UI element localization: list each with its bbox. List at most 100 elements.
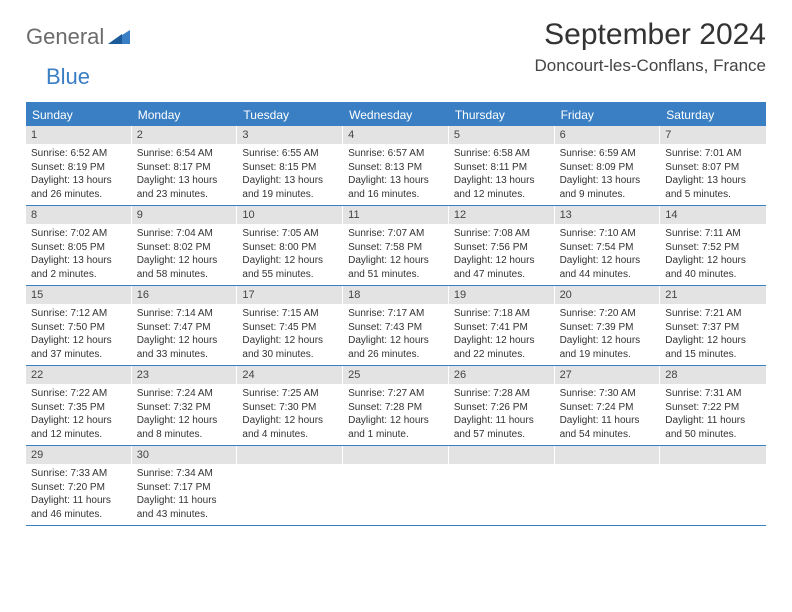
day-cell: 24Sunrise: 7:25 AMSunset: 7:30 PMDayligh… (237, 366, 343, 445)
day-number: 12 (449, 206, 555, 224)
day-number: 3 (237, 126, 343, 144)
day-cell: 8Sunrise: 7:02 AMSunset: 8:05 PMDaylight… (26, 206, 132, 285)
day-number: 27 (555, 366, 661, 384)
day-cell: 5Sunrise: 6:58 AMSunset: 8:11 PMDaylight… (449, 126, 555, 205)
day-cell: 3Sunrise: 6:55 AMSunset: 8:15 PMDaylight… (237, 126, 343, 205)
day-details: Sunrise: 7:27 AMSunset: 7:28 PMDaylight:… (343, 384, 449, 441)
day-details: Sunrise: 7:24 AMSunset: 7:32 PMDaylight:… (132, 384, 238, 441)
day-cell: 30Sunrise: 7:34 AMSunset: 7:17 PMDayligh… (132, 446, 238, 525)
day-details: Sunrise: 6:52 AMSunset: 8:19 PMDaylight:… (26, 144, 132, 201)
day-cell: 25Sunrise: 7:27 AMSunset: 7:28 PMDayligh… (343, 366, 449, 445)
day-details: Sunrise: 7:28 AMSunset: 7:26 PMDaylight:… (449, 384, 555, 441)
day-number: 2 (132, 126, 238, 144)
day-number: 9 (132, 206, 238, 224)
day-details: Sunrise: 6:59 AMSunset: 8:09 PMDaylight:… (555, 144, 661, 201)
day-number: 22 (26, 366, 132, 384)
day-details: Sunrise: 7:10 AMSunset: 7:54 PMDaylight:… (555, 224, 661, 281)
day-number: 6 (555, 126, 661, 144)
day-cell: 26Sunrise: 7:28 AMSunset: 7:26 PMDayligh… (449, 366, 555, 445)
month-title: September 2024 (535, 18, 766, 52)
weekday-label: Friday (555, 104, 661, 126)
day-cell: 13Sunrise: 7:10 AMSunset: 7:54 PMDayligh… (555, 206, 661, 285)
logo-text-blue: Blue (46, 64, 90, 90)
day-cell: 23Sunrise: 7:24 AMSunset: 7:32 PMDayligh… (132, 366, 238, 445)
day-cell: 4Sunrise: 6:57 AMSunset: 8:13 PMDaylight… (343, 126, 449, 205)
day-cell: 28Sunrise: 7:31 AMSunset: 7:22 PMDayligh… (660, 366, 766, 445)
day-details: Sunrise: 6:58 AMSunset: 8:11 PMDaylight:… (449, 144, 555, 201)
day-number: 11 (343, 206, 449, 224)
logo-text-general: General (26, 24, 104, 50)
day-number: 29 (26, 446, 132, 464)
day-number: 5 (449, 126, 555, 144)
day-details: Sunrise: 7:22 AMSunset: 7:35 PMDaylight:… (26, 384, 132, 441)
day-number: . (343, 446, 449, 464)
day-cell: . (237, 446, 343, 525)
day-number: 1 (26, 126, 132, 144)
location-label: Doncourt-les-Conflans, France (535, 56, 766, 76)
week-row: 8Sunrise: 7:02 AMSunset: 8:05 PMDaylight… (26, 206, 766, 286)
day-cell: 2Sunrise: 6:54 AMSunset: 8:17 PMDaylight… (132, 126, 238, 205)
day-number: 8 (26, 206, 132, 224)
day-details: Sunrise: 7:08 AMSunset: 7:56 PMDaylight:… (449, 224, 555, 281)
day-details: Sunrise: 7:07 AMSunset: 7:58 PMDaylight:… (343, 224, 449, 281)
day-number: 21 (660, 286, 766, 304)
day-number: . (555, 446, 661, 464)
day-details: Sunrise: 6:55 AMSunset: 8:15 PMDaylight:… (237, 144, 343, 201)
calendar-page: General September 2024 Doncourt-les-Conf… (0, 0, 792, 544)
day-details: Sunrise: 7:34 AMSunset: 7:17 PMDaylight:… (132, 464, 238, 521)
title-block: September 2024 Doncourt-les-Conflans, Fr… (535, 18, 766, 76)
day-details: Sunrise: 7:18 AMSunset: 7:41 PMDaylight:… (449, 304, 555, 361)
day-details: Sunrise: 7:02 AMSunset: 8:05 PMDaylight:… (26, 224, 132, 281)
day-details: Sunrise: 7:01 AMSunset: 8:07 PMDaylight:… (660, 144, 766, 201)
day-details: Sunrise: 7:17 AMSunset: 7:43 PMDaylight:… (343, 304, 449, 361)
day-cell: . (343, 446, 449, 525)
day-cell: 27Sunrise: 7:30 AMSunset: 7:24 PMDayligh… (555, 366, 661, 445)
day-details: Sunrise: 6:57 AMSunset: 8:13 PMDaylight:… (343, 144, 449, 201)
day-details: Sunrise: 7:04 AMSunset: 8:02 PMDaylight:… (132, 224, 238, 281)
day-cell: . (555, 446, 661, 525)
day-details: Sunrise: 7:33 AMSunset: 7:20 PMDaylight:… (26, 464, 132, 521)
day-number: 13 (555, 206, 661, 224)
day-cell: 10Sunrise: 7:05 AMSunset: 8:00 PMDayligh… (237, 206, 343, 285)
logo: General (26, 24, 132, 50)
day-number: 17 (237, 286, 343, 304)
day-number: 18 (343, 286, 449, 304)
day-details: Sunrise: 7:12 AMSunset: 7:50 PMDaylight:… (26, 304, 132, 361)
day-details: Sunrise: 7:20 AMSunset: 7:39 PMDaylight:… (555, 304, 661, 361)
day-number: 24 (237, 366, 343, 384)
day-number: . (660, 446, 766, 464)
day-number: 30 (132, 446, 238, 464)
day-number: 20 (555, 286, 661, 304)
day-details: Sunrise: 7:14 AMSunset: 7:47 PMDaylight:… (132, 304, 238, 361)
day-details: Sunrise: 7:11 AMSunset: 7:52 PMDaylight:… (660, 224, 766, 281)
day-details: Sunrise: 7:31 AMSunset: 7:22 PMDaylight:… (660, 384, 766, 441)
weekday-header-row: SundayMondayTuesdayWednesdayThursdayFrid… (26, 104, 766, 126)
day-number: 4 (343, 126, 449, 144)
day-cell: 12Sunrise: 7:08 AMSunset: 7:56 PMDayligh… (449, 206, 555, 285)
day-details: Sunrise: 7:05 AMSunset: 8:00 PMDaylight:… (237, 224, 343, 281)
day-cell: . (449, 446, 555, 525)
week-row: 22Sunrise: 7:22 AMSunset: 7:35 PMDayligh… (26, 366, 766, 446)
day-cell: 9Sunrise: 7:04 AMSunset: 8:02 PMDaylight… (132, 206, 238, 285)
day-cell: 15Sunrise: 7:12 AMSunset: 7:50 PMDayligh… (26, 286, 132, 365)
day-number: 19 (449, 286, 555, 304)
day-details: Sunrise: 7:30 AMSunset: 7:24 PMDaylight:… (555, 384, 661, 441)
day-details: Sunrise: 7:25 AMSunset: 7:30 PMDaylight:… (237, 384, 343, 441)
day-cell: 11Sunrise: 7:07 AMSunset: 7:58 PMDayligh… (343, 206, 449, 285)
day-number: 28 (660, 366, 766, 384)
day-details: Sunrise: 7:15 AMSunset: 7:45 PMDaylight:… (237, 304, 343, 361)
day-cell: 17Sunrise: 7:15 AMSunset: 7:45 PMDayligh… (237, 286, 343, 365)
day-cell: 14Sunrise: 7:11 AMSunset: 7:52 PMDayligh… (660, 206, 766, 285)
day-cell: 6Sunrise: 6:59 AMSunset: 8:09 PMDaylight… (555, 126, 661, 205)
day-cell: 1Sunrise: 6:52 AMSunset: 8:19 PMDaylight… (26, 126, 132, 205)
weekday-label: Tuesday (237, 104, 343, 126)
weeks-container: 1Sunrise: 6:52 AMSunset: 8:19 PMDaylight… (26, 126, 766, 526)
day-number: . (449, 446, 555, 464)
weekday-label: Monday (132, 104, 238, 126)
day-cell: 19Sunrise: 7:18 AMSunset: 7:41 PMDayligh… (449, 286, 555, 365)
day-cell: 22Sunrise: 7:22 AMSunset: 7:35 PMDayligh… (26, 366, 132, 445)
day-number: 23 (132, 366, 238, 384)
day-cell: 29Sunrise: 7:33 AMSunset: 7:20 PMDayligh… (26, 446, 132, 525)
weekday-label: Sunday (26, 104, 132, 126)
week-row: 29Sunrise: 7:33 AMSunset: 7:20 PMDayligh… (26, 446, 766, 526)
